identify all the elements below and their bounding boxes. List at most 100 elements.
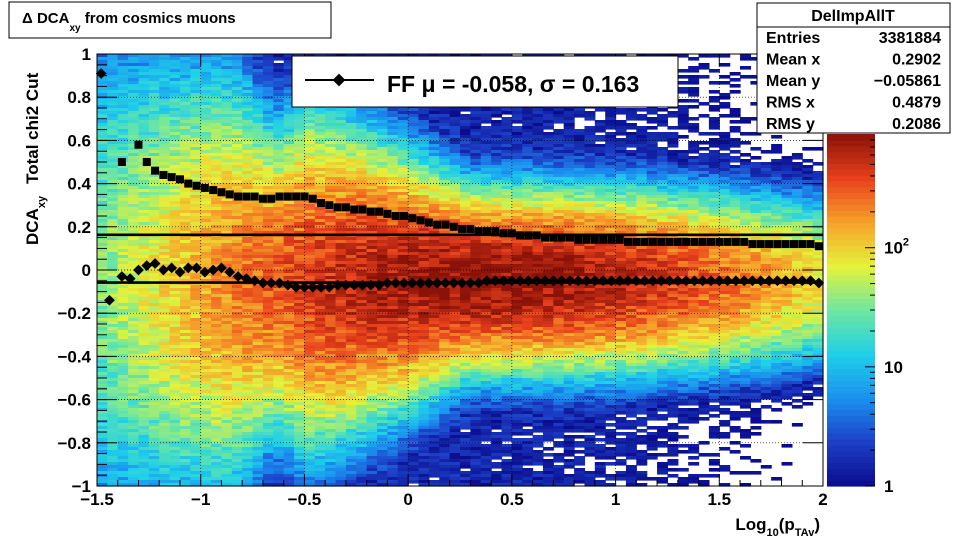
heatmap-cell: [262, 345, 274, 349]
heatmap-cell: [242, 108, 254, 112]
heatmap-cell: [231, 207, 243, 211]
heatmap-cell: [138, 258, 150, 262]
heatmap-cell: [107, 303, 119, 307]
heatmap-cell: [314, 243, 326, 247]
heatmap-cell: [97, 144, 108, 148]
heatmap-cell: [148, 300, 160, 304]
heatmap-cell: [304, 201, 316, 205]
heatmap-cell: [231, 114, 243, 118]
heatmap-cell: [345, 174, 357, 178]
heatmap-cell: [252, 453, 264, 457]
heatmap-cell: [252, 480, 264, 484]
heatmap-cell: [231, 204, 243, 208]
heatmap-cell: [107, 273, 119, 277]
heatmap-cell: [377, 411, 388, 415]
heatmap-cell: [397, 162, 409, 166]
heatmap-cell: [294, 120, 306, 124]
heatmap-cell: [428, 288, 440, 292]
heatmap-cell: [377, 375, 388, 379]
heatmap-cell: [273, 477, 285, 481]
heatmap-cell: [200, 288, 212, 292]
heatmap-cell: [335, 324, 347, 328]
heatmap-cell: [169, 222, 181, 226]
heatmap-cell: [428, 129, 440, 133]
heatmap-cell: [211, 177, 223, 181]
heatmap-cell: [262, 99, 274, 103]
heatmap-cell: [397, 336, 409, 340]
heatmap-cell: [97, 423, 108, 427]
heatmap-cell: [211, 78, 223, 82]
heatmap-cell: [107, 243, 119, 247]
heatmap-cell: [335, 381, 347, 385]
heatmap-cell: [283, 63, 295, 67]
heatmap-cell: [221, 363, 233, 367]
heatmap-cell: [262, 75, 274, 79]
heatmap-cell: [97, 231, 108, 235]
heatmap-cell: [387, 273, 399, 277]
heatmap-cell: [221, 222, 233, 226]
heatmap-cell: [211, 93, 223, 97]
heatmap-cell: [397, 312, 409, 316]
heatmap-cell: [148, 357, 160, 361]
heatmap-cell: [179, 141, 191, 145]
heatmap-cell: [138, 432, 150, 436]
heatmap-cell: [148, 390, 160, 394]
heatmap-cell: [408, 183, 420, 187]
heatmap-cell: [273, 354, 285, 358]
heatmap-cell: [408, 336, 420, 340]
heatmap-cell: [200, 258, 212, 262]
heatmap-cell: [231, 393, 243, 397]
heatmap-cell: [314, 453, 326, 457]
heatmap-cell: [231, 243, 243, 247]
heatmap-cell: [117, 348, 129, 352]
heatmap-cell: [314, 210, 326, 214]
heatmap-cell: [211, 102, 223, 106]
heatmap-cell: [159, 183, 171, 187]
heatmap-cell: [325, 318, 337, 322]
heatmap-cell: [377, 390, 388, 394]
heatmap-cell: [200, 411, 212, 415]
heatmap-cell: [325, 219, 337, 223]
heatmap-cell: [252, 345, 264, 349]
heatmap-cell: [428, 372, 440, 376]
heatmap-cell: [314, 261, 326, 265]
heatmap-cell: [242, 126, 254, 130]
heatmap-cell: [169, 393, 181, 397]
heatmap-cell: [190, 75, 202, 79]
heatmap-cell: [335, 351, 347, 355]
heatmap-cell: [418, 417, 430, 421]
heatmap-cell: [159, 147, 171, 151]
heatmap-cell: [314, 429, 326, 433]
heatmap-cell: [356, 186, 368, 190]
heatmap-cell: [138, 153, 150, 157]
heatmap-cell: [128, 423, 140, 427]
heatmap-cell: [439, 435, 451, 439]
heatmap-cell: [169, 57, 181, 61]
heatmap-cell: [335, 108, 347, 112]
heatmap-cell: [273, 321, 285, 325]
heatmap-cell: [418, 360, 430, 364]
heatmap-cell: [377, 357, 388, 361]
heatmap-cell: [262, 342, 274, 346]
heatmap-cell: [117, 141, 129, 145]
heatmap-cell: [190, 150, 202, 154]
heatmap-cell: [169, 126, 181, 130]
heatmap-cell: [366, 345, 378, 349]
heatmap-cell: [252, 396, 264, 400]
heatmap-cell: [190, 201, 202, 205]
heatmap-cell: [377, 381, 388, 385]
heatmap-cell: [138, 174, 150, 178]
heatmap-cell: [283, 213, 295, 217]
heatmap-cell: [200, 432, 212, 436]
heatmap-cell: [221, 174, 233, 178]
heatmap-cell: [387, 483, 399, 487]
heatmap-cell: [377, 162, 388, 166]
heatmap-cell: [377, 165, 388, 169]
heatmap-cell: [397, 315, 409, 319]
heatmap-cell: [283, 273, 295, 277]
heatmap-cell: [304, 144, 316, 148]
heatmap-cell: [356, 381, 368, 385]
heatmap-cell: [418, 129, 430, 133]
heatmap-cell: [242, 378, 254, 382]
heatmap-cell: [107, 168, 119, 172]
